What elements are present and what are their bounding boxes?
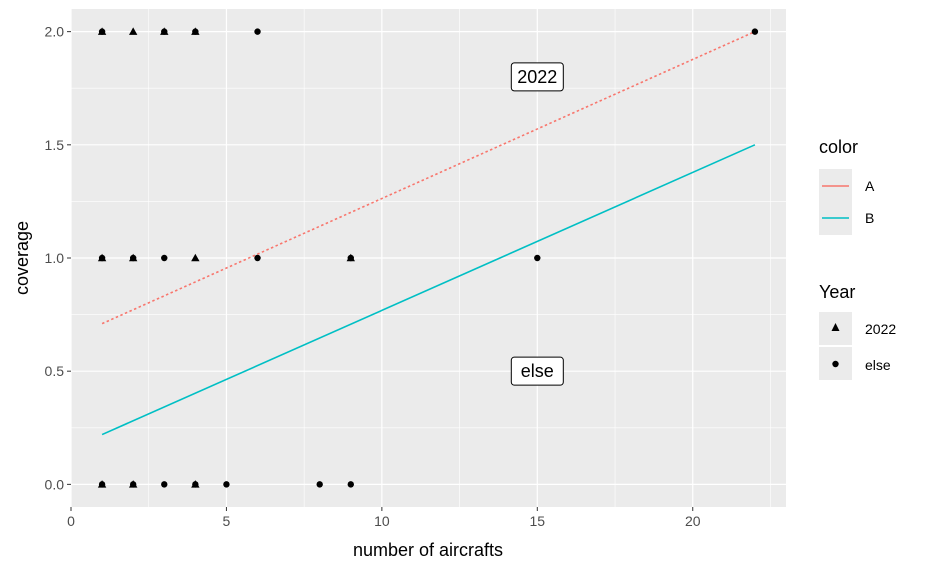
y-tick-label: 2.0 bbox=[45, 24, 65, 40]
point-else bbox=[161, 481, 168, 488]
y-axis-title: coverage bbox=[12, 221, 32, 295]
point-2022 bbox=[191, 253, 200, 262]
point-else bbox=[347, 481, 354, 488]
x-axis: 0 5 10 15 20 bbox=[67, 507, 701, 529]
x-tick-label: 0 bbox=[67, 513, 75, 529]
annotations: 2022 else bbox=[510, 62, 564, 386]
annotation-box bbox=[510, 62, 564, 92]
legend-key-triangle-icon bbox=[831, 323, 840, 331]
point-else bbox=[347, 254, 354, 262]
point-else bbox=[192, 481, 199, 488]
legend-label-b: B bbox=[865, 210, 874, 226]
legend-year-title: Year bbox=[819, 282, 855, 302]
point-else bbox=[129, 254, 137, 262]
x-tick-label: 20 bbox=[685, 513, 701, 529]
annotation-text: 2022 bbox=[517, 67, 557, 87]
minor-grid bbox=[71, 9, 786, 507]
point-else bbox=[316, 481, 323, 488]
x-axis-title: number of aircrafts bbox=[353, 540, 503, 560]
point-else bbox=[254, 254, 261, 262]
legend-year: Year 2022 else bbox=[819, 282, 896, 380]
annotation-label: else bbox=[510, 356, 564, 386]
x-tick-label: 5 bbox=[223, 513, 231, 529]
point-else bbox=[98, 254, 106, 262]
legend-color: color A B bbox=[819, 137, 875, 235]
point-else bbox=[254, 28, 261, 35]
annotation-text: else bbox=[521, 361, 554, 381]
point-2022 bbox=[128, 27, 138, 35]
point-else bbox=[534, 254, 541, 262]
point-else bbox=[161, 28, 168, 35]
legend-key-circle-icon bbox=[832, 360, 839, 368]
annotation-box bbox=[510, 356, 564, 386]
point-else bbox=[98, 28, 106, 35]
point-else bbox=[223, 481, 230, 488]
data-points bbox=[97, 27, 759, 488]
x-tick-label: 15 bbox=[530, 513, 546, 529]
point-else bbox=[751, 28, 759, 35]
legend-label-a: A bbox=[865, 178, 875, 194]
point-else bbox=[129, 481, 137, 488]
point-else bbox=[98, 481, 106, 488]
y-tick-label: 1.5 bbox=[45, 137, 65, 153]
annotation-label: 2022 bbox=[510, 62, 564, 92]
legend-label-else: else bbox=[865, 357, 891, 373]
legend-color-title: color bbox=[819, 137, 858, 157]
point-else bbox=[192, 28, 199, 35]
y-tick-label: 1.0 bbox=[45, 250, 65, 266]
trend-line-a bbox=[101, 30, 756, 325]
major-grid bbox=[70, 9, 786, 507]
legend-label-2022: 2022 bbox=[865, 321, 896, 337]
trend-line-b bbox=[101, 144, 756, 436]
point-else bbox=[161, 254, 168, 262]
y-tick-label: 0.0 bbox=[45, 476, 65, 492]
x-tick-label: 10 bbox=[374, 513, 390, 529]
trend-lines bbox=[101, 30, 756, 436]
y-tick-label: 0.5 bbox=[45, 363, 65, 379]
y-axis: 0.0 0.5 1.0 1.5 2.0 bbox=[45, 24, 71, 492]
